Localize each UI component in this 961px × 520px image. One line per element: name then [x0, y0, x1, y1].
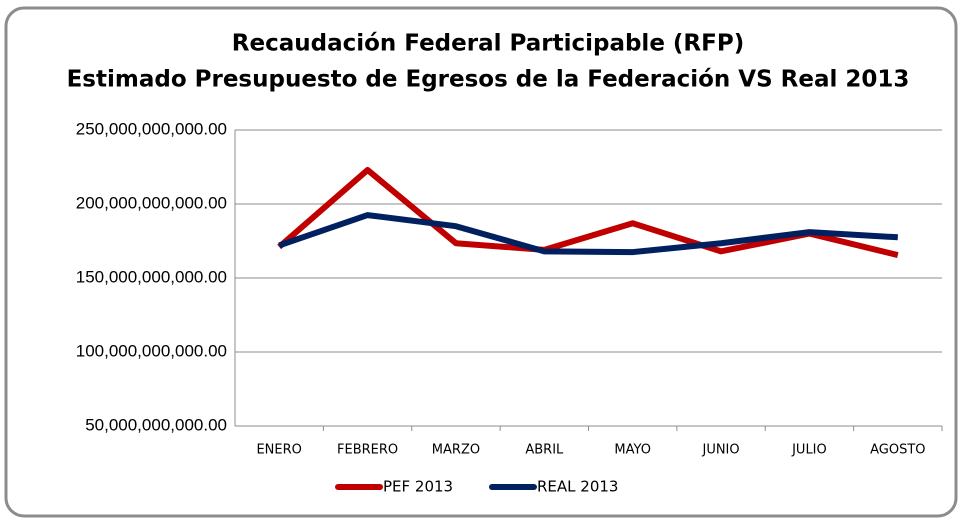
- legend-label: PEF 2013: [383, 478, 453, 496]
- y-tick-label: 150,000,000,000.00: [76, 267, 227, 286]
- chart-subtitle: Estimado Presupuesto de Egresos de la Fe…: [67, 67, 910, 93]
- y-tick-label: 100,000,000,000.00: [76, 341, 227, 360]
- x-tick-label: ENERO: [256, 443, 301, 458]
- chart-title: Recaudación Federal Participable (RFP): [232, 31, 744, 57]
- x-tick-label: JUNIO: [701, 443, 739, 458]
- x-tick-label: JULIO: [791, 443, 827, 458]
- x-tick-label: MARZO: [432, 443, 480, 458]
- series-line: [278, 212, 898, 256]
- y-tick-label: 250,000,000,000.00: [76, 119, 227, 138]
- y-tick-label: 200,000,000,000.00: [76, 193, 227, 212]
- x-tick-label: AGOSTO: [870, 443, 925, 458]
- x-tick-label: ABRIL: [525, 443, 564, 458]
- x-tick-label: FEBRERO: [337, 443, 398, 458]
- y-tick-label: 50,000,000,000.00: [85, 415, 227, 434]
- chart-frame: [4, 6, 958, 518]
- legend-label: REAL 2013: [537, 478, 618, 496]
- x-tick-label: MAYO: [614, 443, 651, 458]
